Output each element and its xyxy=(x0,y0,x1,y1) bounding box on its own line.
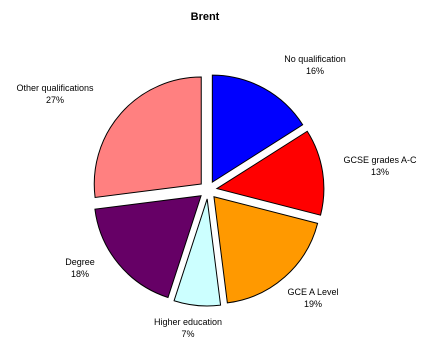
pie-labels: No qualification 16% GCSE grades A-C 13% GCE… xyxy=(16,54,417,339)
pie-slice-gcse-grades-a-c xyxy=(215,130,325,216)
pie-slice-higher-education xyxy=(173,198,222,307)
pie-slice-degree xyxy=(94,195,202,299)
pie-slice-other-qualifications xyxy=(93,76,202,199)
slice-label: GCSE grades A-C 13% xyxy=(343,155,417,177)
slice-label: Other qualifications 27% xyxy=(16,83,94,105)
slice-label: Degree 18% xyxy=(65,257,95,279)
pie-slice-gce-a-level xyxy=(213,196,319,304)
pie-slices xyxy=(93,74,325,307)
slice-label: GCE A Level 19% xyxy=(287,287,338,309)
pie-slice-no-qualification xyxy=(211,74,304,184)
slice-label: No qualification 16% xyxy=(284,54,346,76)
slice-label: Higher education 7% xyxy=(154,317,222,339)
chart-title: Brent xyxy=(191,11,220,23)
